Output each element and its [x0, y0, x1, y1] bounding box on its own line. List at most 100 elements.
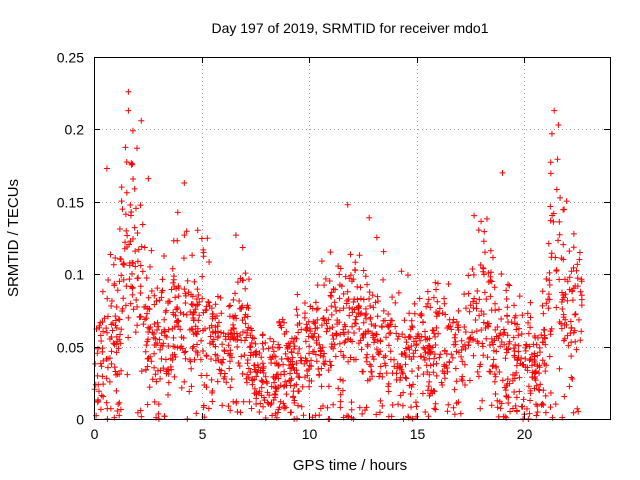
data-point	[379, 402, 386, 409]
data-point	[129, 291, 136, 298]
data-point	[503, 287, 510, 294]
data-point	[336, 307, 343, 314]
data-point	[547, 390, 554, 397]
data-point	[340, 377, 347, 384]
data-point	[533, 382, 540, 389]
data-point	[153, 327, 160, 334]
data-point	[161, 413, 168, 420]
data-point	[193, 331, 200, 338]
data-point	[505, 394, 512, 401]
data-point	[507, 408, 514, 415]
data-point	[425, 413, 432, 420]
data-point	[242, 320, 249, 327]
data-point	[487, 293, 494, 300]
data-point	[325, 367, 332, 374]
data-point	[158, 355, 165, 362]
data-point	[485, 270, 492, 277]
data-point	[327, 292, 334, 299]
data-point	[144, 401, 151, 408]
data-point	[380, 317, 387, 324]
data-point	[393, 330, 400, 337]
data-point	[356, 252, 363, 259]
data-point	[181, 232, 188, 239]
data-point	[570, 329, 577, 336]
data-point	[268, 356, 275, 363]
data-point	[99, 373, 106, 380]
data-point	[444, 408, 451, 415]
data-point	[404, 413, 411, 420]
data-point	[314, 282, 321, 289]
data-point	[417, 312, 424, 319]
data-point	[451, 334, 458, 341]
data-point	[296, 345, 303, 352]
data-point	[409, 415, 416, 422]
data-point	[356, 303, 363, 310]
data-point	[103, 375, 110, 382]
data-point	[275, 362, 282, 369]
data-point	[132, 263, 139, 270]
data-point	[108, 297, 115, 304]
data-point	[465, 272, 472, 279]
data-point	[154, 340, 161, 347]
data-point	[316, 412, 323, 419]
data-point	[103, 325, 110, 332]
data-point	[145, 294, 152, 301]
data-point	[572, 338, 579, 345]
data-point	[116, 399, 123, 406]
data-point	[127, 212, 134, 219]
data-point	[148, 358, 155, 365]
data-point	[117, 331, 124, 338]
data-point	[271, 379, 278, 386]
data-point	[500, 331, 507, 338]
data-point	[578, 328, 585, 335]
data-point	[119, 261, 126, 268]
data-point	[470, 271, 477, 278]
data-point	[134, 322, 141, 329]
data-point	[503, 349, 510, 356]
data-point	[118, 256, 125, 263]
data-point	[189, 252, 196, 259]
data-point	[453, 378, 460, 385]
data-point	[515, 332, 522, 339]
data-point	[330, 336, 337, 343]
data-point	[334, 317, 341, 324]
data-point	[360, 319, 367, 326]
data-point	[230, 325, 237, 332]
data-point	[108, 348, 115, 355]
data-point	[383, 334, 390, 341]
data-point	[535, 386, 542, 393]
data-point	[351, 320, 358, 327]
data-point	[252, 340, 259, 347]
data-point	[114, 407, 121, 414]
data-point	[534, 334, 541, 341]
data-point	[561, 276, 568, 283]
data-point	[340, 305, 347, 312]
data-point	[377, 370, 384, 377]
data-point	[170, 334, 177, 341]
data-point	[403, 339, 410, 346]
data-point	[498, 271, 505, 278]
data-point	[552, 254, 559, 261]
tick-labels: 0 5 10 15 20 0 0.05 0.1 0.15 0.2 0.25	[57, 50, 533, 443]
data-point	[281, 403, 288, 410]
data-point	[98, 363, 105, 370]
data-point	[192, 306, 199, 313]
data-point	[200, 246, 207, 253]
data-point	[283, 391, 290, 398]
data-point	[465, 290, 472, 297]
data-point	[138, 368, 145, 375]
data-point	[148, 247, 155, 254]
data-point	[476, 296, 483, 303]
data-point	[214, 323, 221, 330]
data-point	[542, 392, 549, 399]
data-point	[165, 343, 172, 350]
data-point	[320, 315, 327, 322]
data-point	[188, 301, 195, 308]
data-point	[205, 298, 212, 305]
data-point	[103, 165, 110, 172]
data-point	[269, 412, 276, 419]
data-point	[257, 400, 264, 407]
data-point	[357, 337, 364, 344]
data-point	[226, 365, 233, 372]
